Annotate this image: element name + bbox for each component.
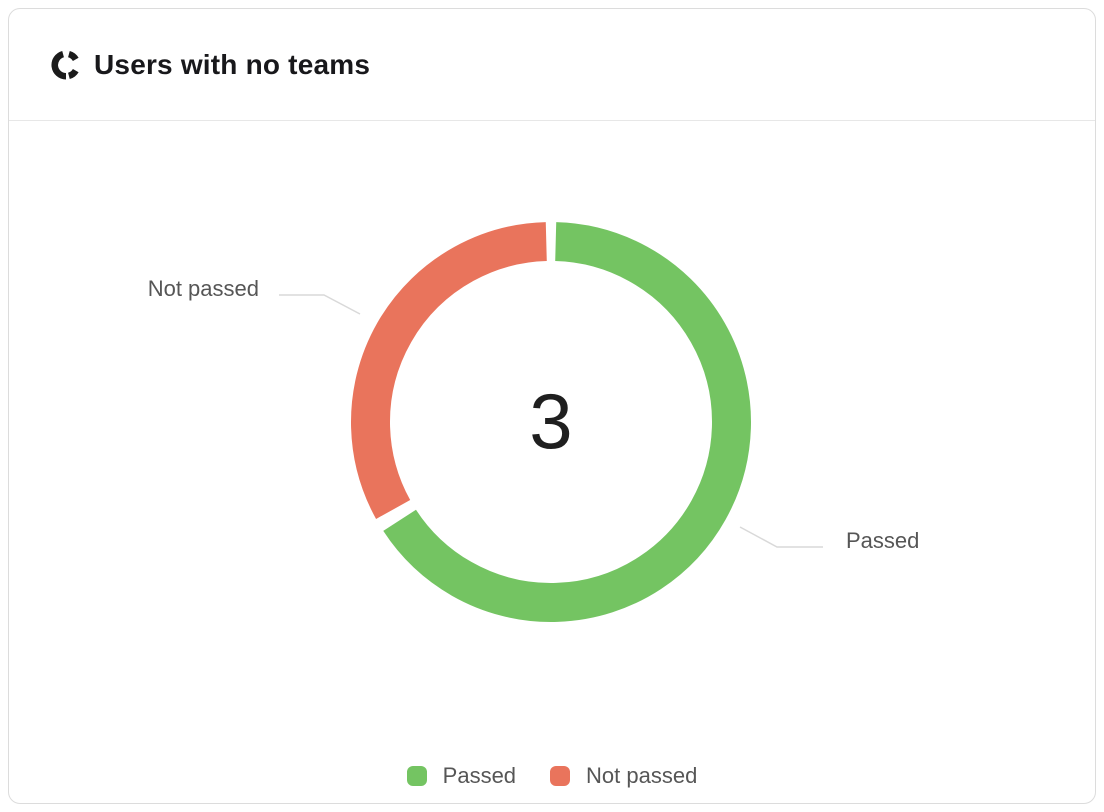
legend-swatch-not-passed <box>550 766 571 786</box>
donut-center-value: 3 <box>529 377 573 465</box>
legend-swatch-passed <box>406 766 427 786</box>
card-title: Users with no teams <box>94 48 371 80</box>
legend-item-not-passed[interactable]: Not passed <box>550 764 697 788</box>
donut-chart-icon <box>51 50 81 80</box>
icon-arc-bottom-right <box>67 68 79 79</box>
donut-segment-passed[interactable] <box>383 222 751 622</box>
legend-label-not-passed: Not passed <box>586 763 698 788</box>
icon-arc-top-right <box>67 50 79 61</box>
callout-label-not-passed: Not passed <box>147 276 259 301</box>
legend-item-passed[interactable]: Passed <box>406 763 517 788</box>
callout-label-passed: Passed <box>846 528 920 553</box>
donut-segment-not-passed[interactable] <box>351 222 548 519</box>
icon-arc-left <box>51 50 67 80</box>
legend-label-passed: Passed <box>442 763 517 788</box>
card-header: Users with no teams <box>9 9 1095 121</box>
chart-legend: Passed Not passed <box>0 764 1104 788</box>
users-no-teams-card: Users with no teams <box>8 8 1096 804</box>
